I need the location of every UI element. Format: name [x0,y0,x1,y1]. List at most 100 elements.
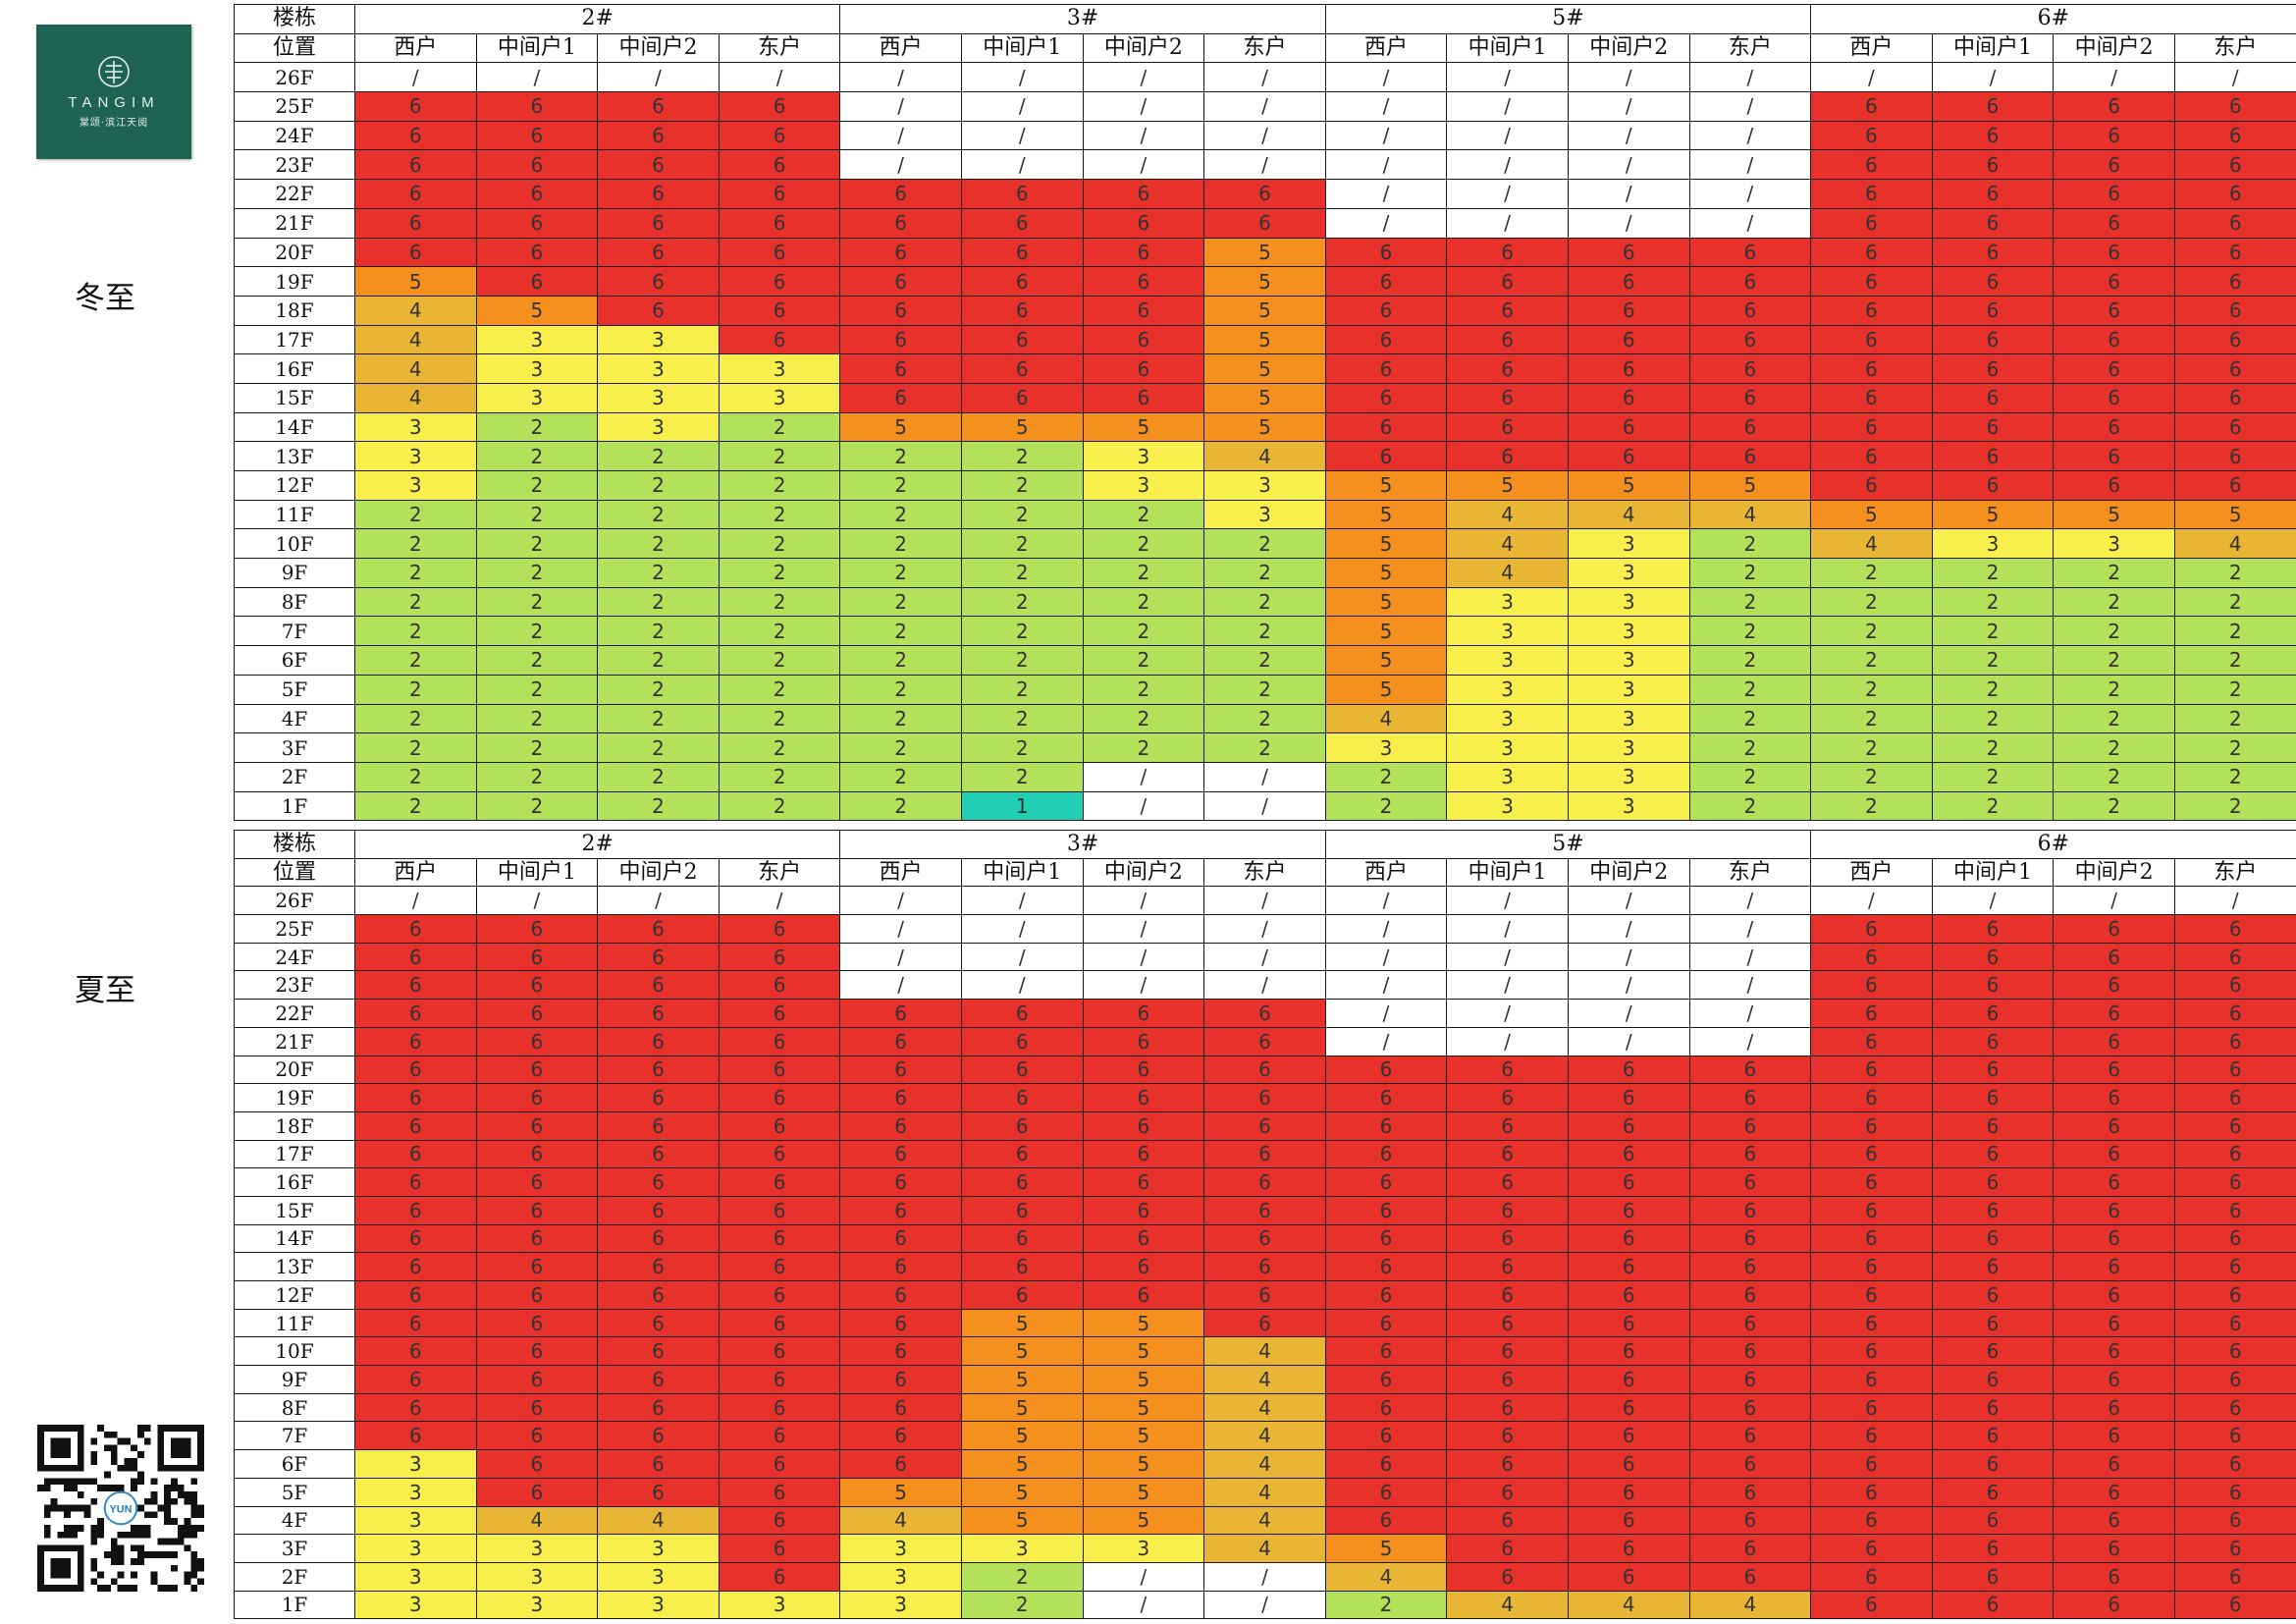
sunlight-hours-cell: 3 [597,353,720,384]
sunlight-hours-cell: 6 [1082,1167,1205,1197]
sunlight-hours-cell: 2 [597,616,720,647]
sunlight-hours-cell: 2 [475,441,599,471]
sunlight-hours-cell: 6 [1567,441,1690,471]
sunlight-hours-cell: 2 [475,470,599,501]
sunlight-hours-cell: 6 [2173,1561,2296,1592]
sunlight-hours-cell: 2 [2053,732,2175,763]
table-row: 14F 3 2 3 2 5 5 5 5 6 6 6 6 6 6 6 6 [234,411,2296,443]
sunlight-hours-cell: 5 [1567,470,1690,501]
sunlight-hours-cell: 3 [1567,558,1690,588]
sunlight-hours-cell: 6 [1688,266,1812,297]
sunlight-hours-cell: 6 [960,1110,1084,1141]
sunlight-hours-cell: 6 [718,942,841,972]
sunlight-hours-cell: 5 [1324,528,1448,560]
sunlight-hours-cell: 6 [1810,1477,1933,1507]
sunlight-hours-cell: 5 [1446,470,1569,501]
table-row: 3F 3 3 3 6 3 3 3 4 5 6 6 6 6 6 6 6 [234,1534,2296,1563]
sunlight-hours-cell: 2 [475,645,599,676]
unit-header: 东户 [718,32,841,64]
sunlight-hours-cell: 2 [1931,674,2055,705]
sunlight-hours-cell: 5 [1324,616,1448,647]
sunlight-hours-cell: / [1203,1561,1326,1592]
table-row: 21F 6 6 6 6 6 6 6 6// //6 6 6 6 [234,1026,2296,1056]
sunlight-hours-cell: 6 [2173,1477,2296,1507]
sunlight-hours-cell: 5 [2173,499,2296,530]
sunlight-hours-cell: 2 [718,703,841,734]
sunlight-hours-cell: 6 [354,1055,477,1085]
sunlight-hours-cell: 6 [2053,1167,2175,1197]
sunlight-hours-cell: 2 [1810,761,1933,792]
sunlight-hours-cell: 2 [1931,790,2055,822]
floor-label: 7F [234,1421,355,1451]
sunlight-hours-cell: 6 [354,1139,477,1169]
sunlight-hours-cell: 6 [1810,295,1933,326]
sunlight-hours-cell: 6 [718,179,841,209]
sunlight-hours-cell: 6 [475,1421,599,1451]
sunlight-hours-cell: 6 [1567,1421,1690,1451]
sunlight-hours-cell: / [1082,942,1205,972]
sunlight-hours-cell: 2 [1810,674,1933,705]
sunlight-hours-cell: 2 [839,558,962,588]
sunlight-hours-cell: 6 [1446,1252,1569,1281]
table-row: 1F 2 2 2 2 2 1//2 3 3 2 2 2 2 2 [234,790,2296,822]
floor-label: 20F [234,1055,355,1085]
sunlight-hours-cell: 6 [839,1223,962,1254]
unit-header: 中间户2 [1082,857,1205,888]
unit-header: 东户 [2173,32,2296,64]
sunlight-hours-cell: 4 [1203,441,1326,471]
sunlight-hours-cell: 4 [597,1505,720,1536]
sunlight-hours-cell: 2 [839,703,962,734]
floor-label: 12F [234,1280,355,1310]
sunlight-hours-cell: 6 [2173,470,2296,501]
sunlight-hours-cell: 3 [1082,1534,1205,1563]
sunlight-hours-cell: 6 [1688,237,1812,268]
sunlight-hours-cell: / [839,120,962,151]
sunlight-hours-cell: 6 [597,1449,720,1479]
sunlight-hours-cell: 5 [1082,1505,1205,1536]
sunlight-hours-cell: / [1082,120,1205,151]
sunlight-hours-cell: 4 [354,295,477,326]
sunlight-hours-cell: / [1446,886,1569,916]
sunlight-hours-cell: 3 [597,1590,720,1620]
sunlight-hours-cell: 3 [1082,470,1205,501]
sunlight-hours-cell: / [1082,970,1205,1001]
sunlight-hours-cell: 6 [1567,237,1690,268]
sunlight-hours-cell: 3 [354,411,477,443]
sunlight-hours-cell: 6 [1203,1167,1326,1197]
sunlight-hours-cell: 6 [1567,353,1690,384]
sunlight-hours-cell: 6 [1446,237,1569,268]
sunlight-hours-cell: 2 [475,790,599,822]
sunlight-hours-cell: 6 [1446,1195,1569,1225]
sunlight-hours-cell: 6 [354,1308,477,1338]
sunlight-hours-cell: 6 [718,1534,841,1563]
sunlight-hours-cell: 6 [1810,207,1933,239]
sunlight-hours-cell: 6 [1810,382,1933,413]
sunlight-table-winter: 楼栋 2# 3# 5# 6# 位置 西户 中间户1 中间户2 东户 西户 中间户1 中间户2 东户 西户 中间… [234,4,2296,822]
building-header: 6# [1810,830,2296,859]
sunlight-hours-cell: / [1082,886,1205,916]
floor-label: 7F [234,616,355,647]
table-row: 2F 2 2 2 2 2 2//2 3 3 2 2 2 2 2 [234,761,2296,792]
sunlight-hours-cell: 3 [1446,790,1569,822]
sunlight-hours-cell: 6 [1931,91,2055,122]
sunlight-hours-cell: 6 [1203,1026,1326,1056]
sunlight-hours-cell: 6 [1446,1083,1569,1112]
sunlight-hours-cell: 3 [475,1561,599,1592]
sunlight-hours-cell: 3 [718,353,841,384]
sunlight-hours-cell: 2 [1810,732,1933,763]
sunlight-hours-cell: 6 [1567,1110,1690,1141]
table-row: 2F 3 3 3 6 3 2//4 6 6 6 6 6 6 6 [234,1561,2296,1592]
sunlight-hours-cell: 4 [1688,499,1812,530]
sunlight-hours-cell: 6 [2053,1139,2175,1169]
sunlight-hours-cell: 6 [597,1083,720,1112]
table-row: 22F 6 6 6 6 6 6 6 6// //6 6 6 6 [234,179,2296,209]
sunlight-hours-cell: 6 [2053,120,2175,151]
sunlight-hours-cell: 6 [960,1252,1084,1281]
sunlight-hours-cell: 6 [839,1026,962,1056]
sunlight-hours-cell: / [960,149,1084,181]
table-row: 25F 6 6 6 6// / / / / //6 6 6 6 [234,91,2296,122]
sunlight-hours-cell: / [1688,1026,1812,1056]
sunlight-hours-cell: / [1567,886,1690,916]
table-row: 26F / / / / / / / / / / / / / / / / [234,886,2296,916]
sunlight-hours-cell: 6 [1082,1280,1205,1310]
